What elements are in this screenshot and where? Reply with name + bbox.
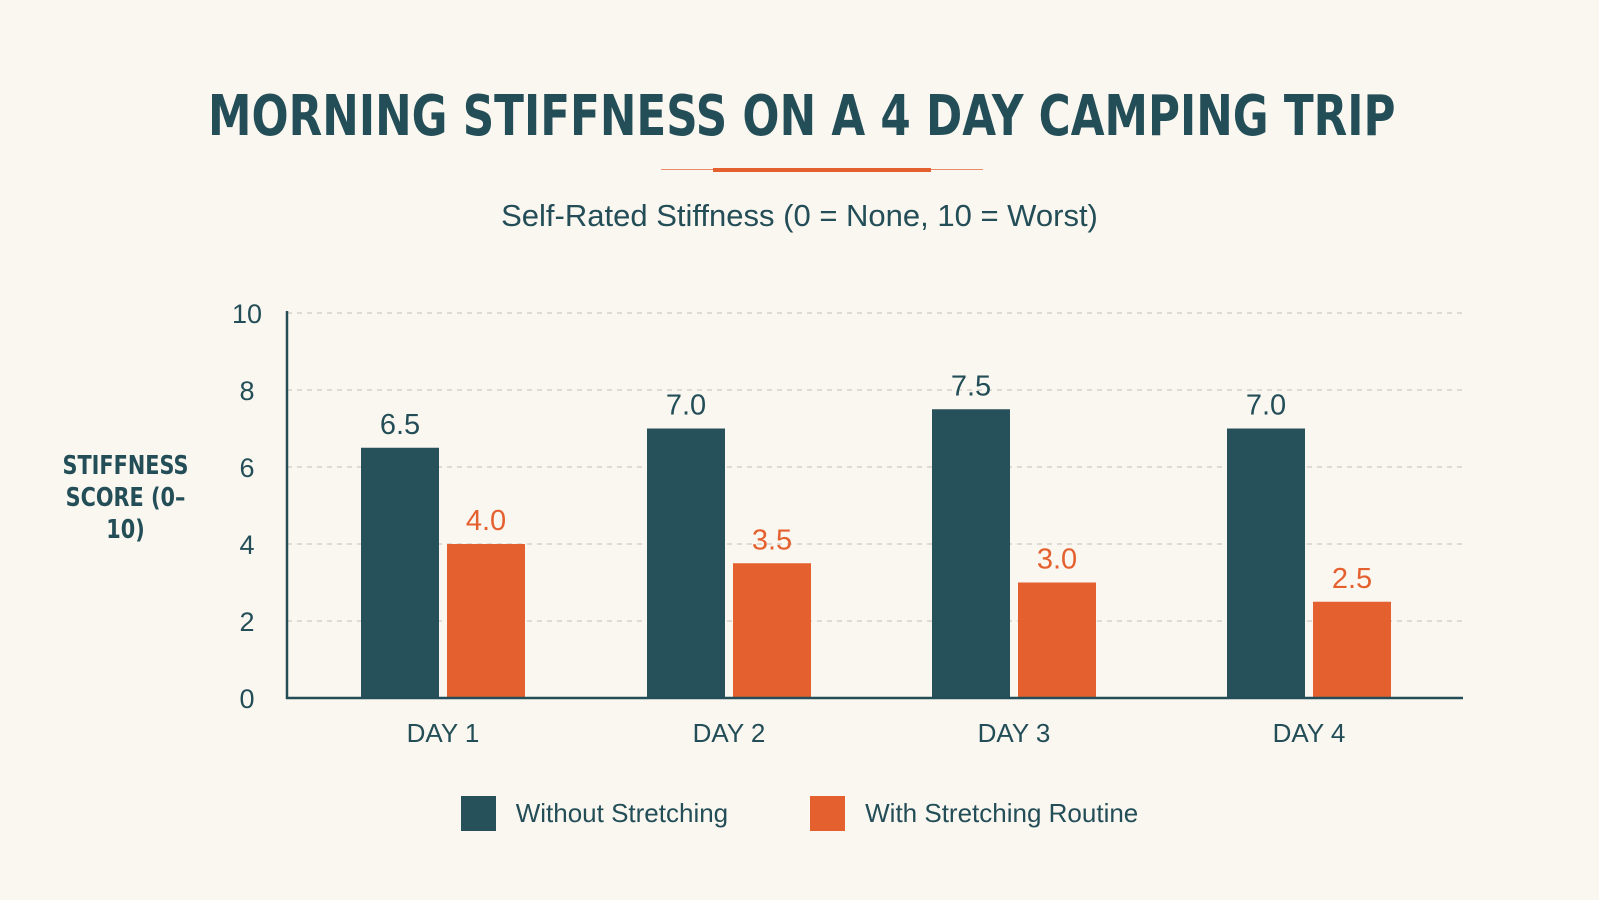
x-tick-label: DAY 2 (693, 718, 766, 748)
x-tick-label: DAY 4 (1273, 718, 1346, 748)
chart-title: MORNING STIFFNESS ON A 4 DAY CAMPING TRI… (208, 84, 1396, 149)
legend-item-without: Without Stretching (460, 796, 729, 831)
legend-label-without: Without Stretching (515, 798, 729, 828)
legend: Without Stretching With Stretching Routi… (0, 796, 1599, 831)
legend-item-with: With Stretching Routine (810, 796, 1138, 831)
data-label: 3.5 (752, 524, 792, 556)
y-tick-label: 10 (232, 299, 262, 329)
bar-without-2 (647, 428, 725, 698)
bar-with-2 (733, 563, 811, 698)
data-label: 6.5 (380, 409, 420, 441)
bar-with-3 (1018, 582, 1096, 698)
x-tick-label: DAY 1 (407, 718, 480, 748)
legend-swatch-without (460, 796, 496, 831)
x-tick-label: DAY 3 (978, 718, 1051, 748)
data-label: 7.0 (1246, 390, 1286, 422)
y-axis-label: STIFFNESS SCORE (0–10) (62, 451, 189, 545)
data-label: 7.0 (666, 390, 706, 422)
data-label: 7.5 (951, 370, 991, 402)
legend-label-with: With Stretching Routine (865, 798, 1139, 828)
y-tick-label: 6 (239, 453, 254, 483)
bar-with-1 (447, 544, 525, 698)
bar-without-1 (361, 447, 439, 698)
y-tick-label: 4 (239, 530, 254, 560)
chart-subtitle: Self-Rated Stiffness (0 = None, 10 = Wor… (501, 198, 1098, 233)
data-label: 3.0 (1037, 544, 1077, 576)
bar-with-4 (1313, 601, 1391, 698)
data-label: 4.0 (466, 505, 506, 537)
bar-without-3 (932, 409, 1010, 698)
y-tick-label: 8 (239, 376, 254, 406)
y-tick-label: 2 (239, 607, 254, 637)
legend-swatch-with (810, 796, 846, 831)
bar-without-4 (1227, 428, 1305, 698)
data-label: 2.5 (1332, 563, 1372, 595)
y-tick-label: 0 (239, 684, 254, 714)
title-underline-accent (713, 168, 931, 172)
